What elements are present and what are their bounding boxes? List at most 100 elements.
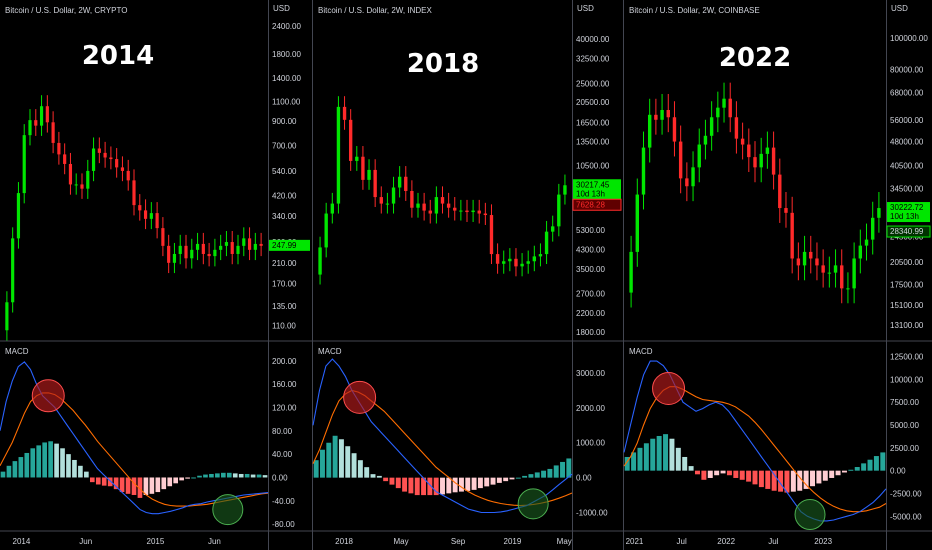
histogram-bar — [848, 469, 854, 471]
histogram-bar — [784, 470, 790, 493]
histogram-bar — [119, 477, 125, 493]
histogram-bar — [465, 477, 471, 491]
histogram-bar — [503, 477, 509, 482]
histogram-bar — [66, 454, 71, 478]
candle-body — [635, 194, 639, 252]
candle-body — [722, 98, 726, 108]
histogram-bar — [408, 477, 414, 494]
time-tick-label: Jun — [79, 537, 92, 546]
price-tick-label: 5300.00 — [576, 226, 605, 235]
candle-body — [149, 213, 153, 219]
histogram-bar — [221, 472, 226, 478]
candle-body — [753, 157, 757, 168]
histogram-bar — [262, 475, 268, 478]
histogram-bar — [534, 472, 540, 478]
chart-panel-2014: Bitcoin / U.S. Dollar, 2W, CRYPTO USD 2014… — [0, 0, 313, 550]
candle-body — [641, 147, 646, 195]
histogram-bar — [656, 435, 662, 471]
price-tick-label: 10500.00 — [576, 161, 610, 170]
histogram-bar — [758, 470, 764, 488]
candle-body — [115, 159, 119, 168]
histogram-bar — [771, 470, 777, 491]
histogram-bar — [490, 477, 496, 485]
candle-body — [230, 242, 234, 254]
macd-label: MACD — [5, 347, 29, 356]
candle-body — [840, 265, 844, 289]
histogram-bar — [803, 470, 809, 489]
time-tick-label: 2018 — [335, 537, 353, 546]
macd-histogram — [624, 434, 886, 493]
histogram-bar — [402, 477, 408, 492]
histogram-bar — [427, 477, 433, 496]
candle-body — [45, 106, 49, 123]
candle-body — [219, 245, 223, 250]
candle-body — [809, 251, 813, 259]
macd-tick-label: 2500.00 — [890, 444, 919, 453]
histogram-bar — [383, 477, 389, 482]
candle-body — [51, 122, 55, 143]
price-tick-label: 100000.00 — [890, 34, 928, 43]
histogram-bar — [752, 470, 758, 485]
macd-histogram — [0, 441, 268, 498]
histogram-bar — [541, 470, 547, 478]
candle-body — [697, 144, 701, 168]
histogram-bar — [643, 443, 649, 471]
histogram-bar — [364, 467, 370, 478]
histogram-bar — [101, 477, 107, 486]
macd-tick-label: 3000.00 — [576, 369, 605, 378]
candle-body — [709, 117, 714, 136]
price-tick-label: 34500.00 — [890, 184, 924, 193]
highlight-circle-red — [343, 380, 377, 414]
candle-body — [477, 210, 481, 214]
histogram-bar — [458, 477, 464, 492]
histogram-bar — [143, 477, 149, 495]
last-price-tag — [269, 239, 310, 251]
price-tick-label: 4300.00 — [576, 246, 605, 255]
histogram-bar — [509, 477, 515, 480]
candle-body — [57, 142, 61, 155]
histogram-bar — [131, 477, 137, 495]
candle-body — [877, 208, 881, 218]
chart-title: Bitcoin / U.S. Dollar, 2W, CRYPTO — [5, 6, 127, 15]
time-tick-label: 2023 — [814, 537, 832, 546]
candle-body — [802, 251, 807, 266]
histogram-bar — [822, 470, 828, 481]
histogram-bar — [161, 477, 167, 490]
macd-tick-label: -2500.00 — [890, 489, 922, 498]
candle-body — [771, 147, 776, 175]
candle-body — [63, 154, 67, 164]
histogram-bar — [484, 477, 490, 487]
macd-tick-label: 1000.00 — [576, 439, 605, 448]
candle-body — [404, 176, 408, 191]
histogram-bar — [149, 477, 155, 494]
price-tick-label: 700.00 — [272, 142, 297, 151]
histogram-bar — [78, 465, 83, 478]
histogram-bar — [682, 456, 688, 471]
candle-body — [109, 157, 113, 160]
candle-body — [660, 110, 664, 120]
candle-body — [213, 249, 217, 257]
candle-body — [703, 135, 708, 145]
candle-body — [155, 213, 159, 229]
price-tick-label: 2700.00 — [576, 290, 605, 299]
candle-body — [138, 205, 142, 211]
candle-body — [201, 243, 205, 254]
histogram-bar — [18, 457, 24, 478]
candle-body — [120, 167, 125, 171]
year-label: 2022 — [719, 43, 791, 73]
candle-body — [728, 98, 732, 118]
histogram-bar — [338, 439, 344, 478]
candle-body — [778, 174, 782, 209]
candle-body — [97, 148, 101, 153]
candle-body — [654, 114, 658, 120]
candle-body — [747, 144, 751, 158]
histogram-bar — [95, 477, 101, 485]
candle-body — [422, 203, 426, 211]
highlight-circle-green — [212, 494, 244, 526]
histogram-bar — [215, 473, 220, 478]
candle-body — [318, 247, 322, 275]
histogram-bar — [24, 452, 30, 478]
chart-title: Bitcoin / U.S. Dollar, 2W, COINBASE — [629, 6, 760, 15]
candle-body — [361, 156, 365, 180]
candle-body — [784, 208, 788, 213]
